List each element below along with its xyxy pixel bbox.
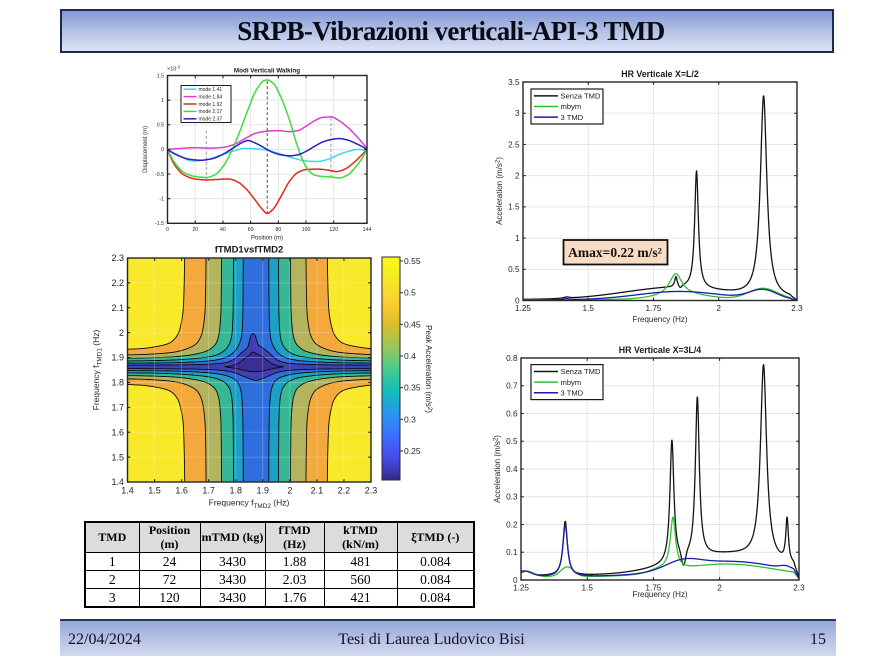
svg-text:mode 1.84: mode 1.84 <box>199 94 223 100</box>
svg-text:Frequency (Hz): Frequency (Hz) <box>632 590 687 599</box>
svg-text:1: 1 <box>161 98 164 104</box>
svg-text:1.75: 1.75 <box>646 304 662 313</box>
svg-text:Acceleration (m/s2): Acceleration (m/s2) <box>495 157 504 225</box>
svg-text:0.35: 0.35 <box>404 383 421 393</box>
svg-text:2.2: 2.2 <box>111 278 124 288</box>
svg-text:0.3: 0.3 <box>506 493 518 502</box>
svg-text:0.55: 0.55 <box>404 256 421 266</box>
svg-text:2.1: 2.1 <box>111 303 124 313</box>
svg-text:2: 2 <box>716 304 721 313</box>
svg-text:0.1: 0.1 <box>506 548 518 557</box>
svg-text:Frequency fTMD1 (Hz): Frequency fTMD1 (Hz) <box>91 329 103 410</box>
svg-text:0: 0 <box>515 296 520 305</box>
svg-text:100: 100 <box>302 227 311 233</box>
svg-text:2.3: 2.3 <box>791 304 803 313</box>
svg-text:0.2: 0.2 <box>506 520 518 529</box>
svg-text:Frequency (Hz): Frequency (Hz) <box>632 315 687 324</box>
svg-text:1.5: 1.5 <box>508 203 520 212</box>
svg-text:0: 0 <box>161 147 164 153</box>
svg-text:2.3: 2.3 <box>793 584 805 593</box>
svg-text:0.7: 0.7 <box>506 382 518 391</box>
svg-text:40: 40 <box>220 227 226 233</box>
svg-text:0.4: 0.4 <box>506 465 518 474</box>
svg-text:80: 80 <box>275 227 281 233</box>
svg-text:mode 1.41: mode 1.41 <box>199 87 223 93</box>
svg-text:1.9: 1.9 <box>111 353 124 363</box>
svg-text:Displacement (m): Displacement (m) <box>143 126 149 173</box>
svg-text:1.25: 1.25 <box>515 304 531 313</box>
svg-text:Amax=0.22 m/s2: Amax=0.22 m/s2 <box>568 245 662 260</box>
svg-text:2.5: 2.5 <box>508 140 520 149</box>
svg-text:mbym: mbym <box>561 102 582 111</box>
svg-text:1.8: 1.8 <box>111 378 124 388</box>
svg-text:Senza TMD: Senza TMD <box>561 92 601 101</box>
svg-text:Modi Verticali Walking: Modi Verticali Walking <box>234 68 300 75</box>
svg-text:1: 1 <box>515 234 520 243</box>
svg-text:2.3: 2.3 <box>365 486 378 496</box>
svg-text:3 TMD: 3 TMD <box>561 113 584 122</box>
svg-text:1.6: 1.6 <box>175 486 188 496</box>
svg-text:mode 2.37: mode 2.37 <box>199 117 223 123</box>
svg-text:1.4: 1.4 <box>121 486 134 496</box>
svg-text:120: 120 <box>329 227 338 233</box>
svg-text:1.5: 1.5 <box>581 584 593 593</box>
svg-text:0.4: 0.4 <box>404 351 416 361</box>
svg-text:Position (m): Position (m) <box>251 236 283 242</box>
svg-text:2.2: 2.2 <box>338 486 351 496</box>
svg-text:2.1: 2.1 <box>311 486 324 496</box>
svg-text:2: 2 <box>287 486 292 496</box>
svg-text:mbym: mbym <box>561 378 582 387</box>
svg-text:1.8: 1.8 <box>229 486 242 496</box>
svg-text:1.9: 1.9 <box>257 486 270 496</box>
svg-text:144: 144 <box>363 227 372 233</box>
svg-text:1.25: 1.25 <box>513 584 529 593</box>
svg-text:3.5: 3.5 <box>508 78 520 87</box>
svg-text:mode 1.92: mode 1.92 <box>199 102 223 108</box>
svg-text:0.5: 0.5 <box>506 437 518 446</box>
svg-text:2: 2 <box>119 328 124 338</box>
svg-text:Senza TMD: Senza TMD <box>561 367 601 376</box>
svg-text:3: 3 <box>515 109 520 118</box>
svg-text:0: 0 <box>166 227 169 233</box>
svg-text:2.3: 2.3 <box>111 253 124 263</box>
svg-text:2: 2 <box>515 172 520 181</box>
svg-text:1.4: 1.4 <box>111 477 124 487</box>
svg-text:1.75: 1.75 <box>645 584 661 593</box>
svg-text:0.3: 0.3 <box>404 414 416 424</box>
svg-text:0.45: 0.45 <box>404 319 421 329</box>
svg-text:-1.5: -1.5 <box>155 221 164 227</box>
svg-text:0: 0 <box>513 576 518 585</box>
svg-text:-0.5: -0.5 <box>155 172 164 178</box>
svg-text:0.8: 0.8 <box>506 354 518 363</box>
svg-text:60: 60 <box>248 227 254 233</box>
svg-text:1.5: 1.5 <box>111 452 124 462</box>
svg-text:mode 2.17: mode 2.17 <box>199 109 223 115</box>
svg-text:Acceleration (m/s2): Acceleration (m/s2) <box>493 435 502 503</box>
svg-text:Frequency fTMD2 (Hz): Frequency fTMD2 (Hz) <box>209 498 290 510</box>
svg-text:0.25: 0.25 <box>404 446 421 456</box>
svg-text:0.6: 0.6 <box>506 409 518 418</box>
svg-text:1.7: 1.7 <box>202 486 215 496</box>
svg-text:1.7: 1.7 <box>111 402 124 412</box>
svg-text:1.5: 1.5 <box>157 73 164 79</box>
svg-text:HR Verticale X=3L/4: HR Verticale X=3L/4 <box>619 345 702 355</box>
svg-text:3 TMD: 3 TMD <box>561 388 584 397</box>
svg-text:-1: -1 <box>159 196 164 202</box>
svg-text:×10-3: ×10-3 <box>167 65 181 73</box>
svg-text:fTMD1vsfTMD2: fTMD1vsfTMD2 <box>215 245 284 256</box>
svg-text:1.6: 1.6 <box>111 427 124 437</box>
svg-text:Peak Acceleration (m/s2): Peak Acceleration (m/s2) <box>424 325 433 413</box>
svg-text:0.5: 0.5 <box>508 265 520 274</box>
svg-text:1.5: 1.5 <box>148 486 161 496</box>
svg-text:HR Verticale X=L/2: HR Verticale X=L/2 <box>621 69 699 79</box>
svg-text:1.5: 1.5 <box>583 304 595 313</box>
svg-text:2: 2 <box>717 584 722 593</box>
svg-text:20: 20 <box>192 227 198 233</box>
svg-text:0.5: 0.5 <box>404 288 416 298</box>
svg-text:0.5: 0.5 <box>157 123 164 129</box>
